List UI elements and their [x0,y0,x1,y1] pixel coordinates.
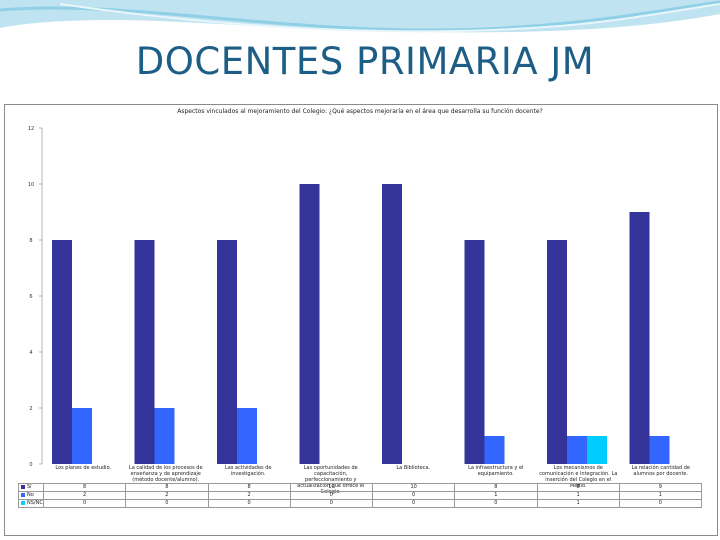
table-cell: 0 [125,499,209,508]
table-cell: 0 [454,499,538,508]
table-cell: 0 [42,499,127,508]
bar-s-8 [629,212,650,464]
category-label: La calidad de los procesos de enseñanza … [128,465,203,483]
table-cell: 1 [536,491,620,500]
bar-no-6 [484,436,505,464]
series-legend-cell: No [18,491,44,500]
slide-title: DOCENTES PRIMARIA JM [135,40,595,83]
series-name: NS/NC [27,500,43,506]
table-cell: 8 [42,483,127,492]
table-cell: 1 [454,491,538,500]
category-label: Los planes de estudio. [55,465,112,471]
table-row: No 2 2 2 0 0 1 1 1 [18,491,703,500]
table-cell: 1 [536,499,620,508]
table-cell: 10 [289,483,374,492]
bar-s-7 [547,240,567,464]
table-cell: 2 [42,491,127,500]
y-tick-label: 4 [29,350,32,356]
bar-s-3 [217,240,237,464]
data-table: Sí 8 8 8 10 10 8 8 9 No 2 2 2 0 0 1 1 1 NS/NC 0 0 0 0 0 0 1 0 [18,483,703,508]
bar-no-3 [237,408,257,464]
category-label: La Biblioteca. [396,465,431,471]
table-cell: 0 [289,499,374,508]
bar-s-4 [299,184,320,464]
table-cell: 8 [207,483,291,492]
table-cell: 0 [371,491,456,500]
table-cell: 0 [289,491,374,500]
category-label: Las actividades de investigación. [225,465,272,477]
bar-s-2 [134,240,155,464]
legend-key-swatch [21,484,25,489]
legend-key-swatch [21,492,25,497]
y-tick-label: 0 [29,462,32,468]
table-cell: 0 [207,499,291,508]
series-legend-cell: Sí [18,483,44,492]
y-tick-label: 6 [29,294,32,300]
series-name: Sí [27,484,32,490]
bar-no-8 [649,436,670,464]
series-legend-cell: NS/NC [18,499,44,508]
y-tick-label: 10 [28,182,34,188]
table-cell: 0 [371,499,456,508]
bar-no-2 [154,408,175,464]
bar-no-7 [567,436,587,464]
table-cell: 8 [536,483,620,492]
bar-s-1 [52,240,72,464]
table-row: Sí 8 8 8 10 10 8 8 9 [18,483,703,492]
y-tick-label: 2 [29,406,32,412]
table-cell: 0 [618,499,703,508]
table-cell: 2 [207,491,291,500]
y-tick-label: 8 [29,238,32,244]
category-label: La infraestructura y el equipamiento. [468,465,524,477]
category-label: La relación cantidad de alumnos por doce… [631,465,690,477]
table-row: NS/NC 0 0 0 0 0 0 1 0 [18,499,703,508]
table-cell: 8 [125,483,209,492]
header-swoosh-decoration [0,0,720,33]
series-name: No [27,492,34,498]
table-cell: 9 [618,483,703,492]
bar-s-5 [382,184,402,464]
table-cell: 8 [454,483,538,492]
bar-nsnc-7 [587,436,607,464]
table-cell: 2 [125,491,209,500]
bar-s-6 [464,240,485,464]
chart-title: Aspectos vinculados al mejoramiento del … [177,108,543,115]
table-cell: 10 [371,483,456,492]
y-tick-label: 12 [28,126,34,132]
table-cell: 1 [618,491,703,500]
bar-no-1 [72,408,92,464]
legend-key-swatch [21,500,25,505]
